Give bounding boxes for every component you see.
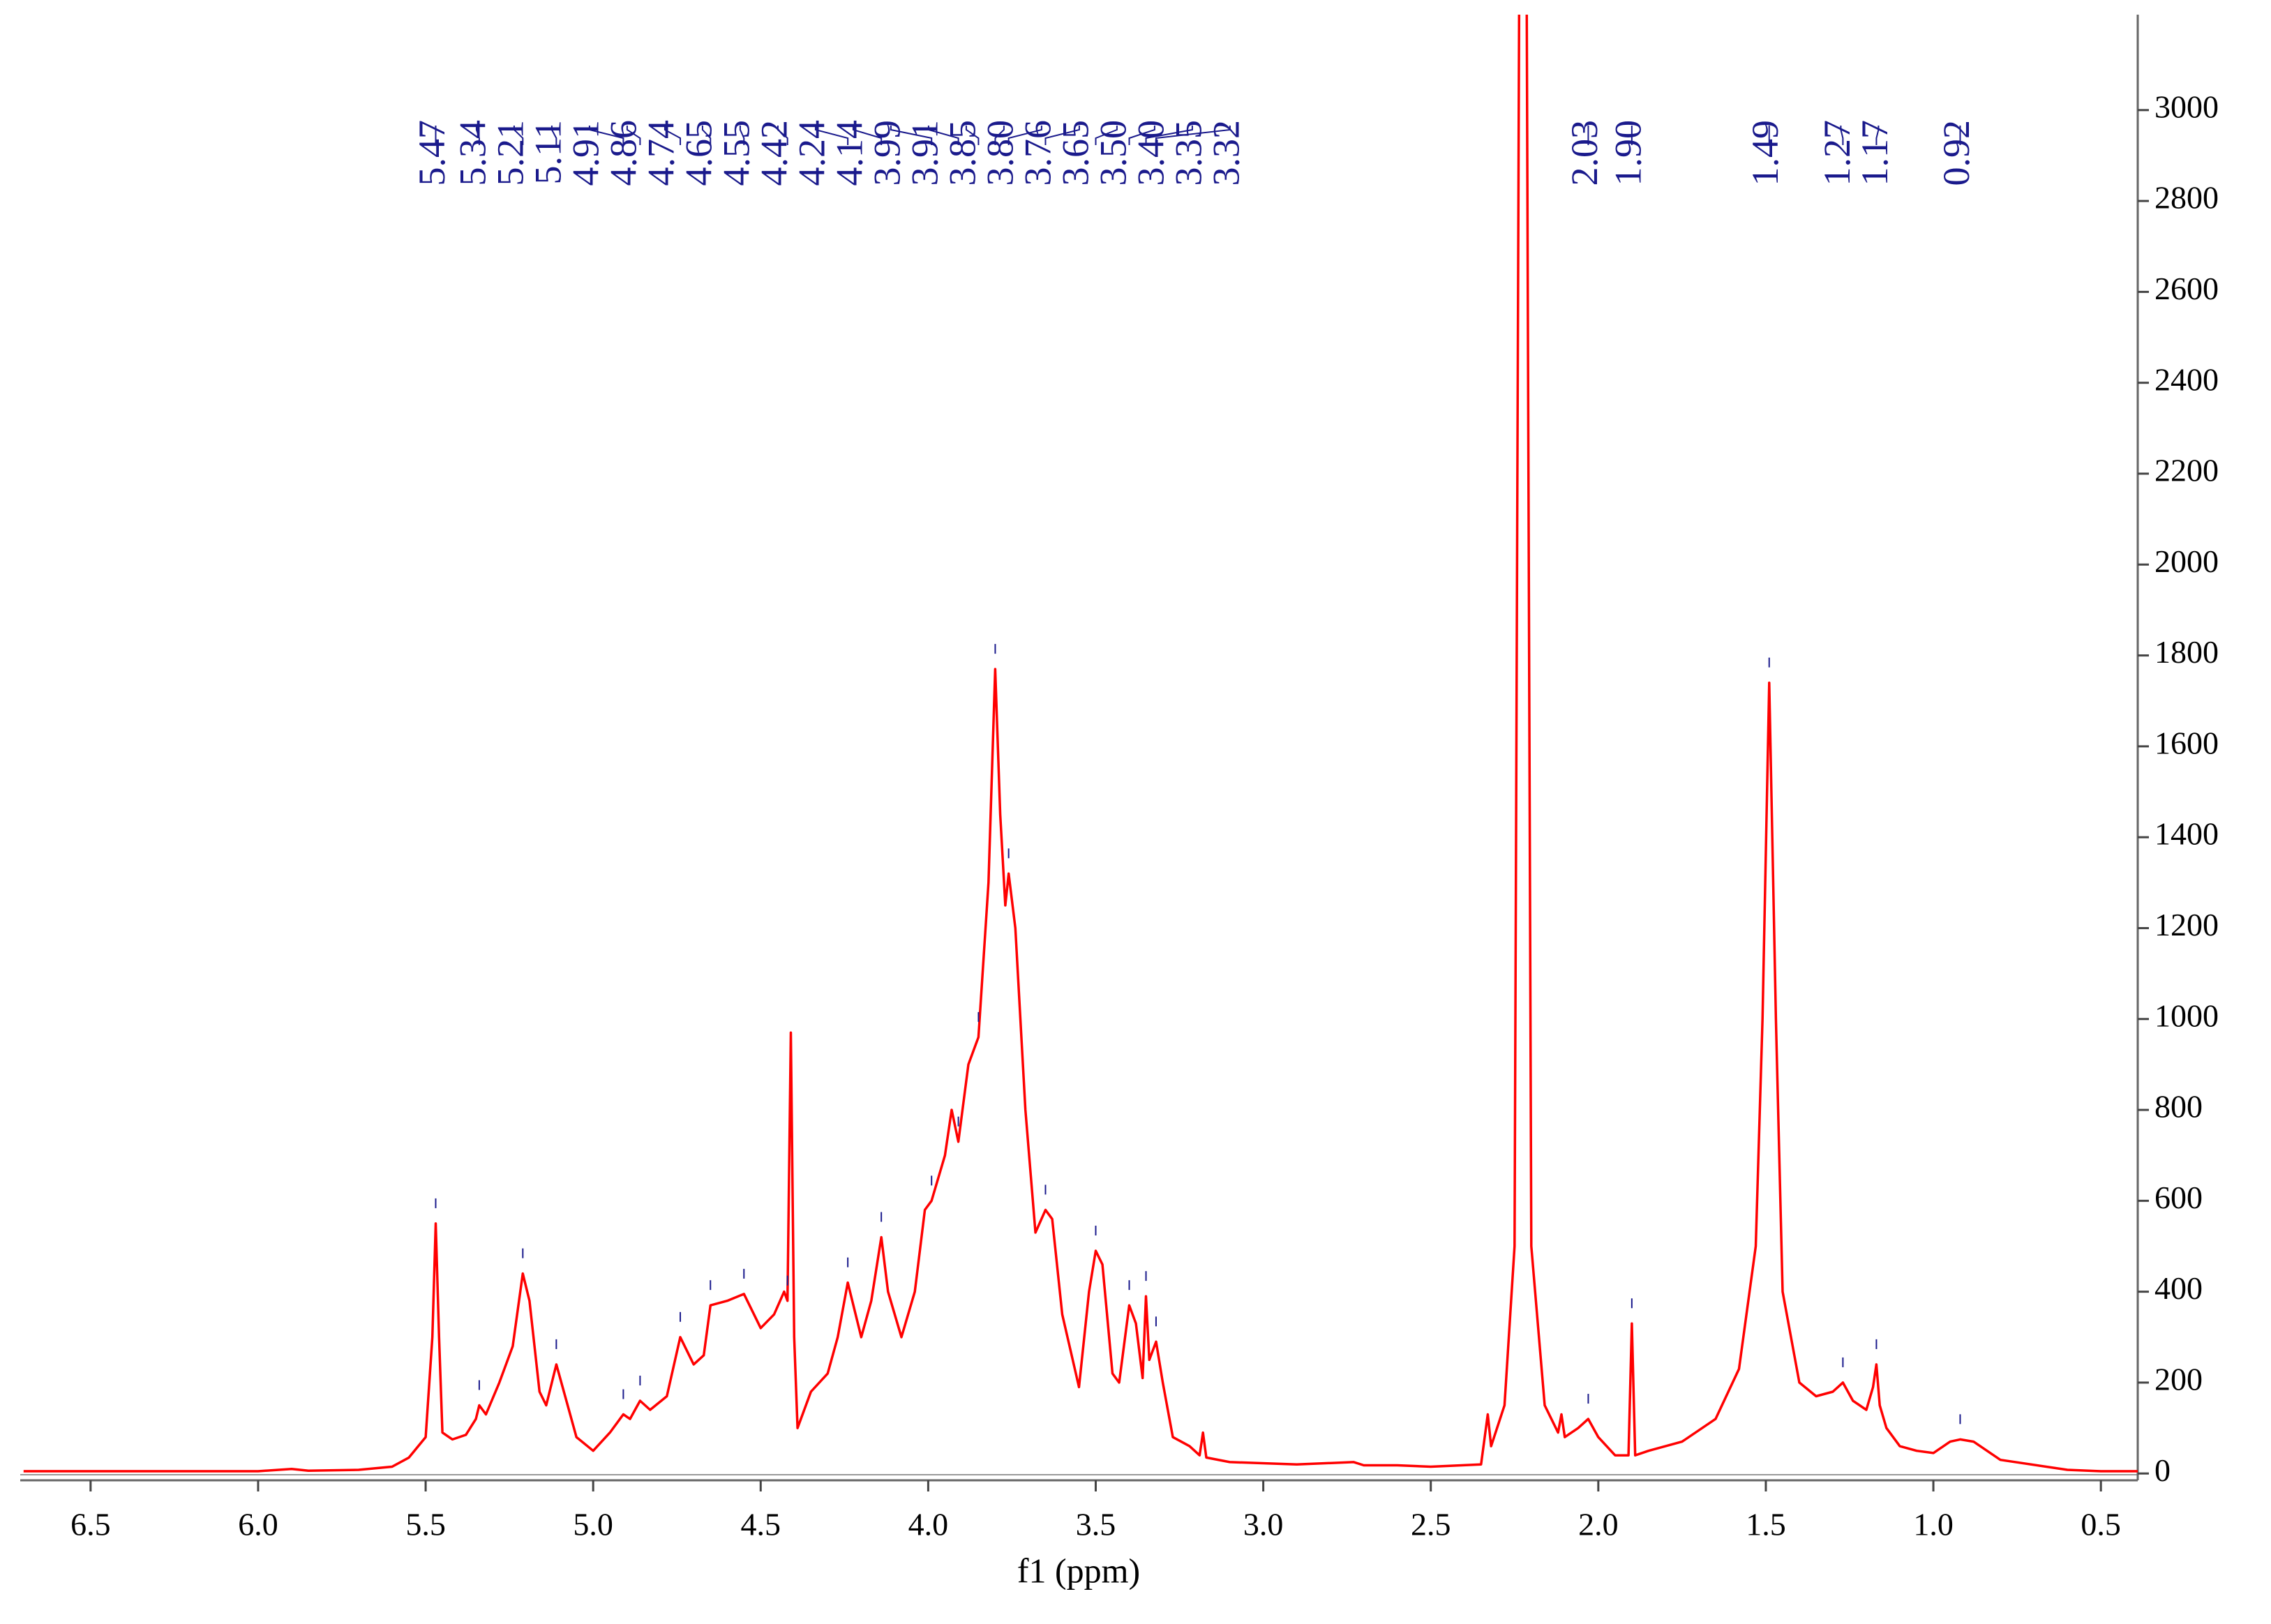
peak-label: 4.91 bbox=[564, 120, 606, 186]
peak-label: 1.90 bbox=[1607, 120, 1649, 186]
peak-connector bbox=[1044, 126, 1080, 145]
peak-connector bbox=[814, 126, 849, 145]
y-tick-label: 3000 bbox=[2154, 89, 2219, 124]
peak-label: 5.34 bbox=[451, 120, 493, 186]
y-tick-label: 600 bbox=[2154, 1180, 2203, 1215]
y-tick-label: 2200 bbox=[2154, 453, 2219, 488]
peak-connector bbox=[739, 126, 745, 145]
x-tick-label: 2.0 bbox=[1578, 1507, 1619, 1542]
peak-connector bbox=[588, 126, 624, 145]
x-tick-label: 5.0 bbox=[573, 1507, 613, 1542]
peak-connector bbox=[1007, 126, 1042, 145]
peak-label: 3.91 bbox=[904, 120, 945, 186]
peak-label: 4.74 bbox=[640, 120, 682, 186]
peak-label: 5.11 bbox=[527, 120, 569, 185]
peak-label: 3.80 bbox=[979, 120, 1021, 186]
peak-connector bbox=[852, 126, 883, 145]
y-tick-label: 400 bbox=[2154, 1270, 2203, 1306]
peak-label: 3.99 bbox=[866, 120, 908, 186]
x-tick-label: 3.5 bbox=[1076, 1507, 1116, 1542]
peak-label: 1.27 bbox=[1816, 120, 1858, 186]
peak-label: 1.49 bbox=[1744, 120, 1786, 186]
peak-label: 3.76 bbox=[1017, 120, 1058, 186]
y-tick-label: 1600 bbox=[2154, 725, 2219, 760]
x-tick-label: 6.5 bbox=[70, 1507, 111, 1542]
x-tick-label: 1.5 bbox=[1746, 1507, 1786, 1542]
peak-connector bbox=[475, 126, 480, 145]
y-tick-label: 2600 bbox=[2154, 271, 2219, 306]
peak-label: 3.32 bbox=[1205, 120, 1247, 186]
peak-label: 2.03 bbox=[1564, 120, 1605, 186]
peak-connector bbox=[1875, 126, 1880, 145]
x-tick-label: 2.5 bbox=[1411, 1507, 1451, 1542]
peak-connector bbox=[626, 126, 641, 145]
y-tick-label: 200 bbox=[2154, 1361, 2203, 1397]
peak-label: 5.47 bbox=[411, 120, 453, 186]
peak-connector bbox=[1145, 126, 1193, 145]
peak-connector bbox=[777, 126, 788, 145]
x-tick-label: 1.0 bbox=[1913, 1507, 1954, 1542]
peak-label: 4.65 bbox=[677, 120, 719, 186]
peak-label: 4.42 bbox=[753, 120, 795, 186]
x-tick-label: 4.0 bbox=[908, 1507, 949, 1542]
peak-label: 3.40 bbox=[1130, 120, 1171, 186]
peak-label: 4.55 bbox=[715, 120, 757, 186]
y-tick-label: 800 bbox=[2154, 1089, 2203, 1125]
peak-label: 1.17 bbox=[1854, 120, 1896, 186]
spectrum-line bbox=[23, 15, 2138, 1473]
y-tick-label: 0 bbox=[2154, 1452, 2171, 1488]
x-tick-label: 6.0 bbox=[238, 1507, 278, 1542]
peak-connector bbox=[927, 126, 959, 145]
peak-connector bbox=[994, 126, 1005, 145]
y-tick-label: 1800 bbox=[2154, 634, 2219, 670]
peak-connector bbox=[1840, 126, 1844, 145]
peak-connector bbox=[701, 126, 712, 145]
peak-label: 3.50 bbox=[1092, 120, 1134, 186]
y-tick-label: 1200 bbox=[2154, 907, 2219, 942]
peak-connector bbox=[1095, 126, 1118, 145]
y-tick-label: 1000 bbox=[2154, 998, 2219, 1033]
x-axis-title: f1 (ppm) bbox=[1017, 1551, 1140, 1590]
x-tick-label: 4.5 bbox=[741, 1507, 781, 1542]
y-tick-label: 2800 bbox=[2154, 180, 2219, 216]
peak-connector bbox=[965, 126, 980, 145]
y-tick-label: 2400 bbox=[2154, 361, 2219, 397]
x-tick-label: 5.5 bbox=[405, 1507, 446, 1542]
peak-connector bbox=[890, 126, 933, 145]
peak-label: 4.14 bbox=[828, 120, 870, 186]
peak-label: 5.21 bbox=[489, 120, 531, 186]
x-tick-label: 3.0 bbox=[1243, 1507, 1284, 1542]
peak-connector bbox=[513, 126, 524, 145]
y-tick-label: 1400 bbox=[2154, 816, 2219, 852]
peak-label: 4.86 bbox=[602, 120, 644, 186]
y-tick-label: 2000 bbox=[2154, 543, 2219, 579]
peak-connector bbox=[1155, 126, 1231, 145]
peak-label: 4.24 bbox=[790, 120, 832, 186]
peak-label: 3.65 bbox=[1054, 120, 1096, 186]
peak-connector bbox=[1128, 126, 1155, 145]
peak-connector bbox=[550, 126, 557, 145]
peak-connector bbox=[664, 126, 682, 145]
plot-area bbox=[23, 15, 2138, 1473]
peak-label: 0.92 bbox=[1935, 120, 1977, 186]
x-tick-label: 0.5 bbox=[2081, 1507, 2121, 1542]
peak-label: 3.85 bbox=[941, 120, 983, 186]
